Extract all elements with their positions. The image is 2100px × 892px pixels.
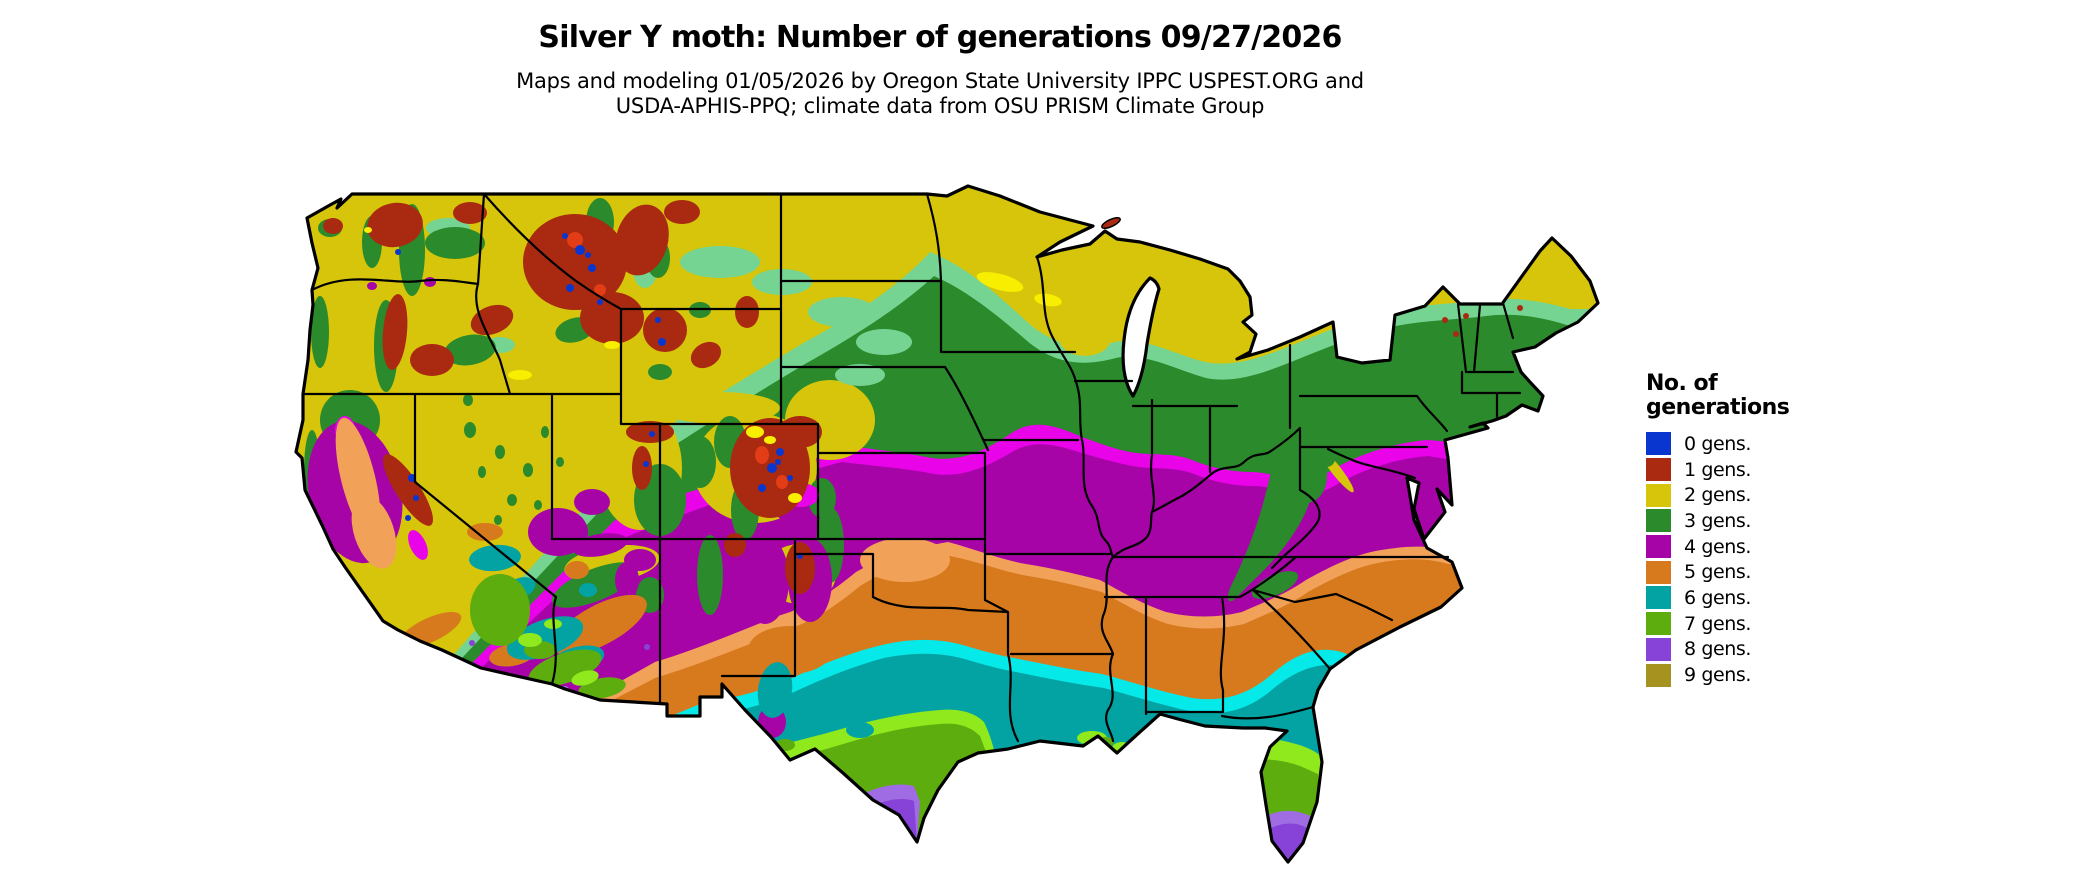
west-red-light-patches: [567, 232, 788, 489]
legend-item-6-gens: 6 gens.: [1646, 585, 1866, 611]
page-title: Silver Y moth: Number of generations 09/…: [538, 20, 1342, 55]
legend-item-8-gens: 8 gens.: [1646, 637, 1866, 663]
yellow-accent-patches: [364, 227, 1062, 503]
legend-label-2-gens: 2 gens.: [1684, 484, 1752, 507]
us-outline: [294, 184, 1600, 864]
legend-swatch-4-gens: [1646, 535, 1671, 559]
legend-swatch-5-gens: [1646, 560, 1671, 584]
legend-rows: 0 gens. 1 gens. 2 gens. 3 gens. 4 gens. …: [1646, 431, 1866, 688]
blue-high-elevation-specks: [395, 233, 803, 559]
legend-label-0-gens: 0 gens.: [1684, 432, 1752, 455]
region-9-gens-keys: [1240, 866, 1315, 882]
legend-item-5-gens: 5 gens.: [1646, 559, 1866, 585]
legend-label-6-gens: 6 gens.: [1684, 586, 1752, 609]
legend-title: No. of generations: [1646, 372, 1866, 420]
legend-label-7-gens: 7 gens.: [1684, 612, 1752, 635]
west-orange-patches: [335, 417, 950, 582]
raster-regions: [296, 186, 1598, 882]
legend-item-3-gens: 3 gens.: [1646, 508, 1866, 534]
legend-swatch-0-gens: [1646, 432, 1671, 456]
subtitle-line-2: USDA-APHIS-PPQ; climate data from OSU PR…: [615, 94, 1265, 118]
legend-swatch-1-gens: [1646, 458, 1671, 482]
legend-label-8-gens: 8 gens.: [1684, 638, 1752, 661]
isle-royale: [1101, 216, 1121, 230]
legend-label-9-gens: 9 gens.: [1684, 664, 1752, 687]
legend-swatch-8-gens: [1646, 637, 1671, 661]
legend-item-1-gens: 1 gens.: [1646, 457, 1866, 483]
west-lime-patches: [470, 574, 795, 751]
legend-item-9-gens: 9 gens.: [1646, 662, 1866, 688]
state-borders: [301, 192, 1522, 743]
legend-item-2-gens: 2 gens.: [1646, 482, 1866, 508]
legend-swatch-6-gens: [1646, 586, 1671, 610]
legend-label-5-gens: 5 gens.: [1684, 561, 1752, 584]
legend-swatch-3-gens: [1646, 509, 1671, 533]
legend-title-line-1: No. of: [1646, 371, 1718, 396]
legend-item-0-gens: 0 gens.: [1646, 431, 1866, 457]
legend-swatch-9-gens: [1646, 663, 1671, 687]
subtitle-line-1: Maps and modeling 01/05/2026 by Oregon S…: [516, 69, 1364, 93]
legend-swatch-7-gens: [1646, 612, 1671, 636]
legend-label-4-gens: 4 gens.: [1684, 535, 1752, 558]
legend-item-7-gens: 7 gens.: [1646, 611, 1866, 637]
legend: No. of generations 0 gens. 1 gens. 2 gen…: [1646, 372, 1866, 688]
legend-item-4-gens: 4 gens.: [1646, 534, 1866, 560]
legend-label-3-gens: 3 gens.: [1684, 509, 1752, 532]
legend-swatch-2-gens: [1646, 483, 1671, 507]
legend-label-1-gens: 1 gens.: [1684, 458, 1752, 481]
figure-header: Silver Y moth: Number of generations 09/…: [0, 0, 1880, 119]
legend-title-line-2: generations: [1646, 395, 1790, 420]
